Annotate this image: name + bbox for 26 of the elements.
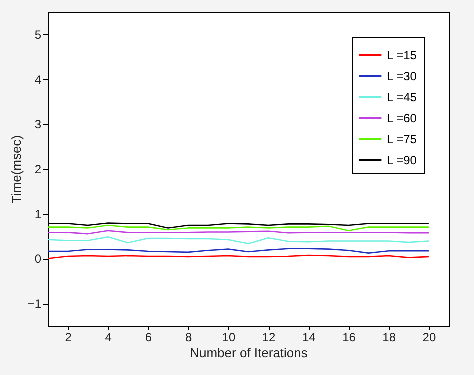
x-tick-label: 4 [105, 330, 112, 344]
x-tick-label: 6 [145, 330, 152, 344]
y-tick-label: 1 [34, 207, 42, 222]
legend-label: L =75 [387, 132, 418, 146]
legend-label: L =15 [387, 48, 418, 62]
x-tick-label: 10 [222, 330, 236, 344]
y-tick-label: −1 [28, 297, 42, 312]
x-axis-title: Number of Iterations [190, 346, 308, 360]
x-tick-label: 18 [382, 330, 396, 344]
y-tick-label: 5 [34, 28, 42, 42]
legend-label: L =90 [387, 154, 418, 168]
x-tick-label: 14 [302, 330, 316, 344]
y-tick-label: 0 [34, 252, 42, 266]
x-tick-label: 16 [342, 330, 356, 344]
legend-label: L =45 [387, 90, 418, 104]
line-series [47, 236, 430, 245]
y-tick-label: 2 [34, 162, 42, 176]
x-tick-label: 12 [262, 330, 276, 344]
x-tick-label: 8 [186, 330, 193, 344]
x-tick-label: 2 [65, 330, 72, 344]
legend-label: L =60 [387, 112, 418, 126]
y-tick-label: 4 [34, 72, 42, 87]
y-axis-title: Time(msec) [8, 135, 24, 204]
legend-label: L =30 [387, 70, 418, 84]
y-tick-label: 3 [34, 118, 42, 132]
x-tick-label: 20 [422, 330, 436, 344]
